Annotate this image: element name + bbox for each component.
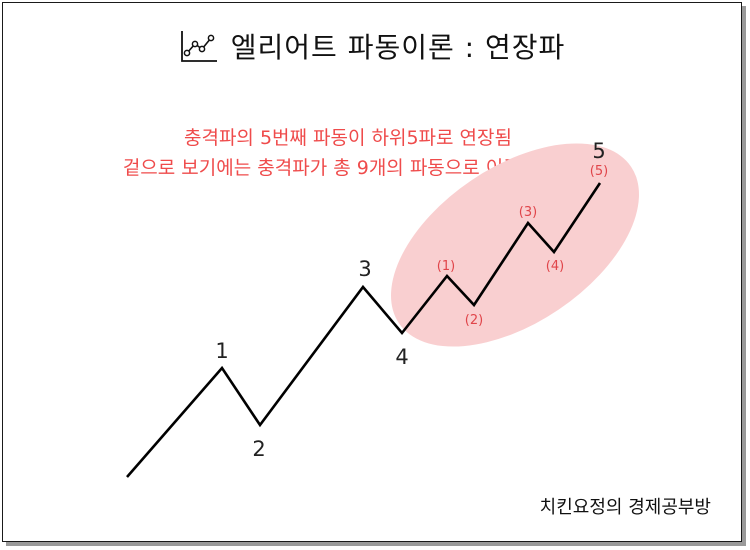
footer-credit: 치킨요정의 경제공부방 <box>539 497 711 518</box>
wave-label-3: 3 <box>358 257 371 281</box>
wave-label-5: 5 <box>592 139 605 163</box>
subwave-label-3: (3) <box>519 205 537 220</box>
wave-label-2: 2 <box>252 437 265 461</box>
annotation-line-1: 충격파의 5번째 파동이 하위5파로 연장됨 <box>183 127 513 149</box>
title-row: 엘리어트 파동이론 : 연장파 <box>3 21 741 71</box>
diagram-frame: 엘리어트 파동이론 : 연장파 충격파의 5번째 파동이 하위5파로 연장됨 겉… <box>2 2 742 542</box>
subwave-label-4: (4) <box>546 259 564 274</box>
line-chart-icon <box>180 31 217 62</box>
wave-line <box>126 182 602 478</box>
annotation-line-2: 겉으로 보기에는 충격파가 총 9개의 파동으로 이뤄져있음 <box>122 157 574 179</box>
subwave-label-1: (1) <box>437 259 455 274</box>
wave-label-1: 1 <box>215 339 228 363</box>
wave-label-4: 4 <box>395 345 408 369</box>
subwave-label-5: (5) <box>590 164 608 179</box>
subwave-label-2: (2) <box>465 313 483 328</box>
diagram-title: 엘리어트 파동이론 : 연장파 <box>230 31 566 64</box>
